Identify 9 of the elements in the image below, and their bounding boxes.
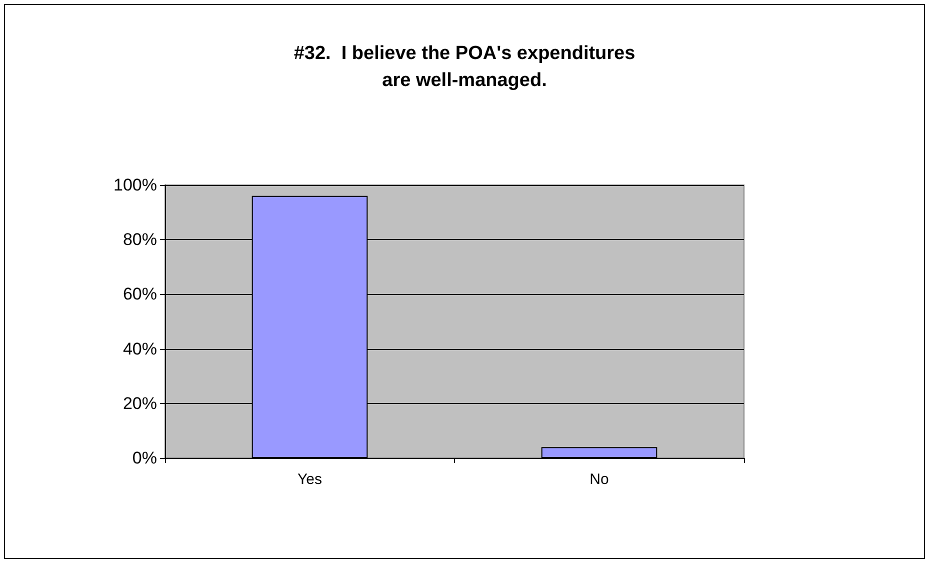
y-tick-label: 100% <box>114 176 157 194</box>
x-tick-label: Yes <box>298 471 322 488</box>
y-tick-label: 0% <box>132 448 157 468</box>
y-tick-label: 80% <box>122 230 157 250</box>
x-tick-label: No <box>590 471 609 488</box>
y-tick-label: 20% <box>122 394 157 413</box>
chart-title: #32. I believe the POA's expenditures are well-managed. <box>294 43 636 91</box>
y-tick-label: 60% <box>122 284 157 304</box>
y-tick-label: 40% <box>122 339 157 358</box>
